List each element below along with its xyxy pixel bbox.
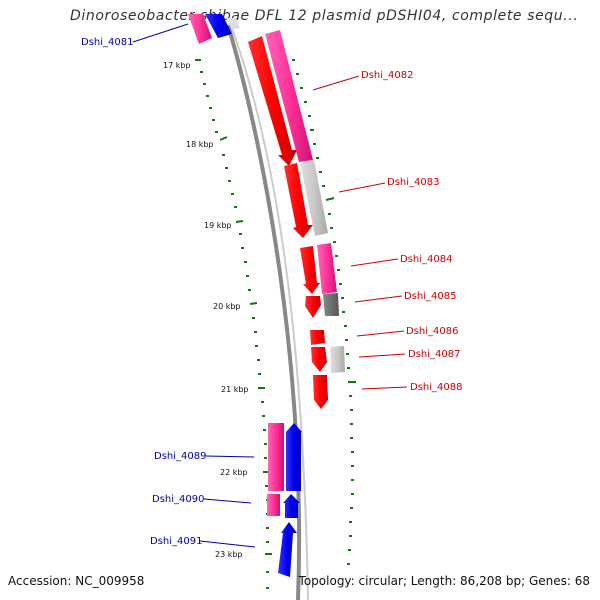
gene-4081-pink xyxy=(188,14,212,44)
gene-4087 xyxy=(330,346,345,373)
cds-4084 xyxy=(300,246,320,294)
topology-summary: Topology: circular; Length: 86,208 bp; G… xyxy=(298,574,590,588)
cds-4086 xyxy=(310,330,325,345)
gene-label-4089[interactable]: Dshi_4089 xyxy=(154,451,206,462)
cds-4087 xyxy=(311,347,327,372)
gene-4081-grey xyxy=(226,18,240,30)
gene-label-4086[interactable]: Dshi_4086 xyxy=(406,326,458,337)
accession-text: Accession: NC_009958 xyxy=(8,574,145,588)
tick-label-18: 18 kbp xyxy=(186,140,214,149)
gene-4085 xyxy=(323,293,339,316)
cds-4083 xyxy=(284,163,313,238)
tick-label-19: 19 kbp xyxy=(204,221,232,230)
gene-4084 xyxy=(317,243,337,294)
cds-4082 xyxy=(248,36,297,166)
gene-label-4082[interactable]: Dshi_4082 xyxy=(361,70,413,81)
tick-label-22: 22 kbp xyxy=(220,468,248,477)
tick-label-23: 23 kbp xyxy=(215,550,243,559)
cds-4088 xyxy=(313,375,328,409)
gene-label-4088[interactable]: Dshi_4088 xyxy=(410,382,462,393)
gene-label-4084[interactable]: Dshi_4084 xyxy=(400,254,452,265)
gene-label-4091[interactable]: Dshi_4091 xyxy=(150,536,202,547)
gene-label-4083[interactable]: Dshi_4083 xyxy=(387,177,439,188)
gene-label-4081[interactable]: Dshi_4081 xyxy=(81,37,133,48)
gene-4082 xyxy=(265,30,313,162)
cds-4089 xyxy=(286,423,302,491)
gene-4089 xyxy=(268,423,284,491)
gene-label-4087[interactable]: Dshi_4087 xyxy=(408,349,460,360)
gene-4081-blue xyxy=(205,14,232,38)
gene-label-4085[interactable]: Dshi_4085 xyxy=(404,291,456,302)
cds-4091 xyxy=(278,522,297,577)
tick-label-20: 20 kbp xyxy=(213,302,241,311)
cds-4085 xyxy=(305,296,321,318)
tick-ring-inner xyxy=(195,59,272,589)
backbone-inner xyxy=(231,27,309,600)
tick-label-17: 17 kbp xyxy=(163,61,191,70)
tick-ring-outer xyxy=(292,59,356,565)
gene-4083 xyxy=(300,160,328,236)
tick-label-21: 21 kbp xyxy=(221,385,249,394)
backbone-outer xyxy=(226,24,302,600)
gene-label-4090[interactable]: Dshi_4090 xyxy=(152,494,204,505)
cds-4090 xyxy=(283,494,300,518)
gene-4090 xyxy=(267,494,280,516)
